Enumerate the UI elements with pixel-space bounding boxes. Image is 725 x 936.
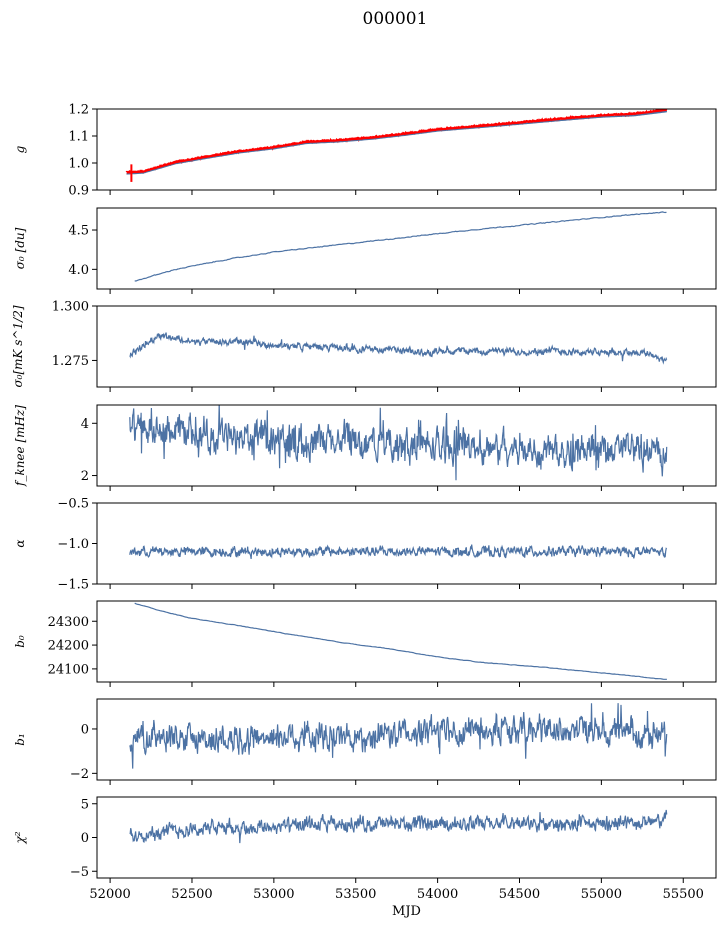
x-tick-label: 52000 — [89, 887, 130, 902]
x-tick-label: 52500 — [171, 887, 212, 902]
y-tick-label: −1.0 — [57, 537, 89, 552]
x-axis-label: MJD — [392, 904, 421, 919]
panel-3-frame — [96, 305, 717, 388]
y-tick-label: 1.1 — [68, 130, 89, 145]
y-axis-label: σ₀ [du] — [13, 227, 27, 269]
x-tick-label: 53000 — [253, 887, 294, 902]
y-tick-label: 4 — [81, 417, 89, 432]
panel-1: 0.9 1.0 1.1 1.2 g — [13, 103, 717, 199]
panel-8-lines — [129, 809, 668, 844]
panel-7-frame — [96, 698, 717, 781]
y-tick-label: 1.2 — [68, 103, 89, 118]
panel-6-frame — [96, 600, 717, 683]
y-axis-label: α — [13, 539, 27, 547]
y-axis-label: σ₀[mK s^1/2] — [11, 305, 25, 387]
y-tick-label: −1.5 — [57, 578, 89, 593]
panel-5-frame — [96, 502, 717, 585]
y-tick-label: 24200 — [48, 639, 89, 654]
panel-2-lines — [134, 211, 667, 282]
panel-8: −5 0 5 52000 52500 53000 53500 54000 54500 55000 5… — [13, 796, 717, 919]
panel-2-frame — [96, 207, 717, 290]
series-line-2-1 — [134, 211, 667, 282]
panel-5-lines — [129, 544, 668, 559]
y-axis-label: b₀ — [13, 635, 27, 648]
x-tick-label: 53500 — [335, 887, 376, 902]
y-tick-label: 1.300 — [52, 300, 89, 315]
y-tick-label: 0 — [81, 722, 89, 737]
panel-6: 24100 24200 24300 b₀ — [13, 600, 717, 687]
series-line-5-1 — [129, 544, 668, 559]
x-tick-label: 55000 — [581, 887, 622, 902]
panel-5: −1.5 −1.0 −0.5 α — [13, 497, 717, 593]
y-tick-label: 24100 — [48, 662, 89, 677]
y-tick-label: 2 — [81, 469, 89, 484]
panel-8-frame — [96, 796, 717, 879]
panel-4-lines — [129, 405, 668, 481]
y-tick-label: 0 — [81, 831, 89, 846]
series-line-7-1 — [129, 703, 668, 769]
y-tick-label: −0.5 — [57, 497, 89, 512]
y-tick-label: 0.9 — [68, 184, 89, 199]
y-tick-label: 1.0 — [68, 157, 89, 172]
y-axis-label: g — [13, 145, 27, 153]
x-tick-label: 54000 — [417, 887, 458, 902]
panel-2: 4.0 4.5 σ₀ [du] — [13, 207, 717, 294]
y-tick-label: 4.0 — [68, 263, 89, 278]
series-line-4-1 — [129, 405, 668, 481]
y-tick-label: 4.5 — [68, 224, 89, 239]
series-line-8-1 — [129, 809, 668, 844]
y-tick-label: 5 — [81, 797, 89, 812]
panel-6-lines — [134, 602, 667, 680]
panel-4: 2 4 f_knee [mHz] — [13, 404, 717, 491]
y-axis-label: b₁ — [13, 733, 27, 746]
series-line-1-1 — [126, 111, 667, 175]
y-axis-label: f_knee [mHz] — [13, 405, 27, 487]
highlight-under-line — [126, 110, 667, 175]
panel-3: 1.275 1.300 σ₀[mK s^1/2] — [11, 300, 717, 392]
panel-7: −2 0 b₁ — [13, 698, 717, 785]
y-axis-label: χ² — [13, 831, 27, 844]
series-line-6-1 — [134, 602, 667, 680]
y-tick-label: −2 — [70, 767, 89, 782]
panel-4-frame — [96, 404, 717, 487]
y-tick-label: −5 — [70, 865, 89, 880]
panel-1-frame — [96, 108, 717, 191]
y-tick-label: 1.275 — [52, 354, 89, 369]
panel-1-lines — [125, 109, 668, 182]
x-tick-label: 54500 — [499, 887, 540, 902]
highlight-line — [125, 109, 668, 175]
series-line-3-1 — [129, 332, 668, 365]
panels: 0.9 1.0 1.1 1.2 g 4.0 4.5 σ₀ [du] 1.275 1.300 σ₀[m… — [11, 103, 717, 919]
figure-title: 000001 — [363, 9, 428, 29]
panel-7-lines — [129, 703, 668, 769]
panel-3-lines — [129, 332, 668, 365]
y-tick-label: 24300 — [48, 615, 89, 630]
x-tick-label: 55500 — [663, 887, 704, 902]
